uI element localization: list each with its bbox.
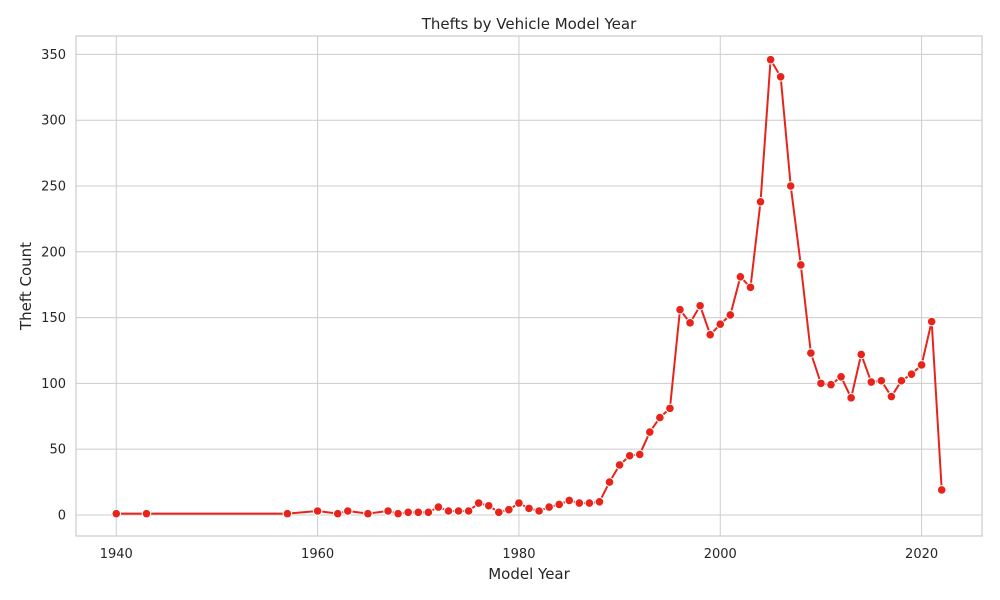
- data-point: [483, 500, 494, 511]
- data-point: [665, 403, 675, 414]
- data-point: [715, 319, 726, 329]
- y-tick-label: 350: [41, 48, 66, 63]
- data-point: [926, 316, 937, 327]
- data-point: [826, 379, 836, 390]
- data-point: [554, 499, 565, 510]
- data-point: [443, 506, 454, 516]
- x-tick-label: 2020: [905, 547, 938, 562]
- data-point: [816, 378, 826, 389]
- data-point: [504, 504, 514, 515]
- x-tick-label: 1960: [301, 547, 334, 562]
- data-point: [675, 304, 685, 315]
- data-point: [604, 477, 615, 487]
- data-point: [846, 393, 856, 403]
- data-point: [886, 391, 897, 402]
- data-point: [453, 506, 464, 516]
- chart-title: Thefts by Vehicle Model Year: [421, 15, 637, 33]
- data-point: [463, 506, 474, 516]
- data-point: [282, 508, 293, 519]
- data-point: [775, 71, 786, 82]
- data-point: [494, 507, 504, 518]
- x-tick-label: 1940: [100, 547, 133, 562]
- data-point: [574, 498, 585, 508]
- data-point: [836, 371, 846, 382]
- y-tick-label: 0: [58, 508, 66, 523]
- y-tick-label: 300: [41, 114, 66, 129]
- data-point: [332, 508, 343, 519]
- data-point: [343, 506, 353, 516]
- data-point: [544, 502, 554, 512]
- data-point: [785, 181, 796, 191]
- x-axis-label: Model Year: [488, 565, 570, 583]
- y-axis-label: Theft Count: [17, 242, 35, 331]
- data-point: [564, 495, 575, 506]
- data-point: [383, 506, 393, 516]
- plot-frame: [75, 35, 983, 537]
- tick-labels: 1940 1960 1980 2000 2020 0 50 100 150 200 250 300 35…: [41, 48, 938, 562]
- y-tick-label: 100: [41, 377, 66, 392]
- data-point: [524, 503, 534, 514]
- data-point: [393, 508, 403, 519]
- y-tick-label: 150: [41, 311, 66, 326]
- data-point: [705, 329, 716, 340]
- data-point: [916, 360, 927, 370]
- y-tick-label: 50: [49, 443, 66, 458]
- data-point: [614, 460, 625, 470]
- x-tick-label: 2000: [704, 547, 737, 562]
- x-tick-label: 1980: [502, 547, 535, 562]
- data-point: [755, 196, 766, 207]
- data-point: [584, 498, 595, 508]
- data-point: [655, 412, 665, 423]
- data-point: [634, 449, 645, 460]
- data-point: [514, 498, 524, 508]
- data-point: [856, 349, 867, 360]
- grid: [76, 36, 982, 536]
- data-point: [413, 507, 424, 518]
- y-tick-label: 250: [41, 180, 66, 195]
- data-point: [534, 506, 544, 516]
- data-point: [745, 282, 756, 293]
- data-point: [141, 508, 152, 519]
- data-point: [866, 377, 877, 387]
- data-point: [806, 348, 816, 358]
- data-point: [896, 375, 907, 386]
- data-point: [645, 427, 655, 437]
- data-point: [473, 498, 484, 508]
- data-point: [312, 506, 323, 516]
- data-point: [403, 507, 414, 518]
- data-point: [423, 507, 434, 518]
- data-point: [876, 375, 887, 386]
- data-point: [796, 260, 806, 270]
- data-point: [695, 300, 705, 311]
- y-tick-label: 200: [41, 245, 66, 260]
- data-point: [685, 318, 695, 328]
- data-point: [433, 502, 444, 512]
- data-point: [624, 450, 635, 461]
- data-point: [735, 271, 746, 282]
- data-point: [906, 369, 917, 379]
- data-point: [936, 485, 947, 495]
- data-point: [594, 496, 605, 507]
- marker-layer: [111, 54, 947, 519]
- data-point: [363, 508, 373, 519]
- data-point: [725, 310, 736, 320]
- data-point: [111, 508, 122, 519]
- data-point: [765, 54, 776, 65]
